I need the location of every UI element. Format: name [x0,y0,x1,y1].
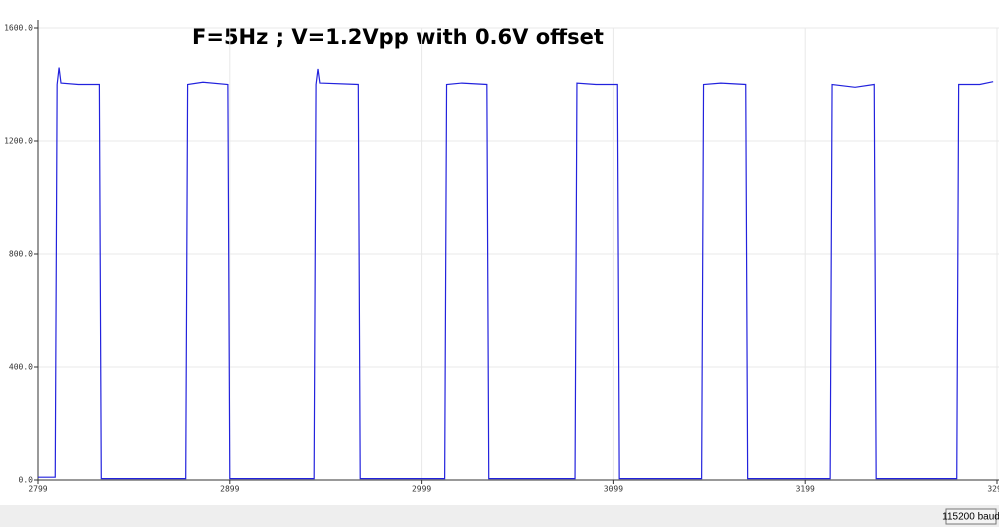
series-line [38,67,994,480]
x-tick-label: 2999 [412,485,431,494]
status-bar [0,505,999,527]
x-tick-label: 3199 [796,485,815,494]
x-tick-label: 2899 [220,485,239,494]
y-tick-label: 0.0 [19,476,34,485]
x-tick-label: 3299 [987,485,999,494]
y-tick-label: 1200.0 [4,137,33,146]
y-tick-label: 400.0 [9,363,33,372]
chart-title: F=5Hz ; V=1.2Vpp with 0.6V offset [192,25,604,49]
y-tick-label: 800.0 [9,250,33,259]
x-tick-label: 2799 [28,485,47,494]
baud-label: 115200 baud [942,512,999,523]
x-tick-label: 3099 [604,485,623,494]
baud-select[interactable] [945,508,997,525]
y-tick-label: 1600.0 [4,24,33,33]
